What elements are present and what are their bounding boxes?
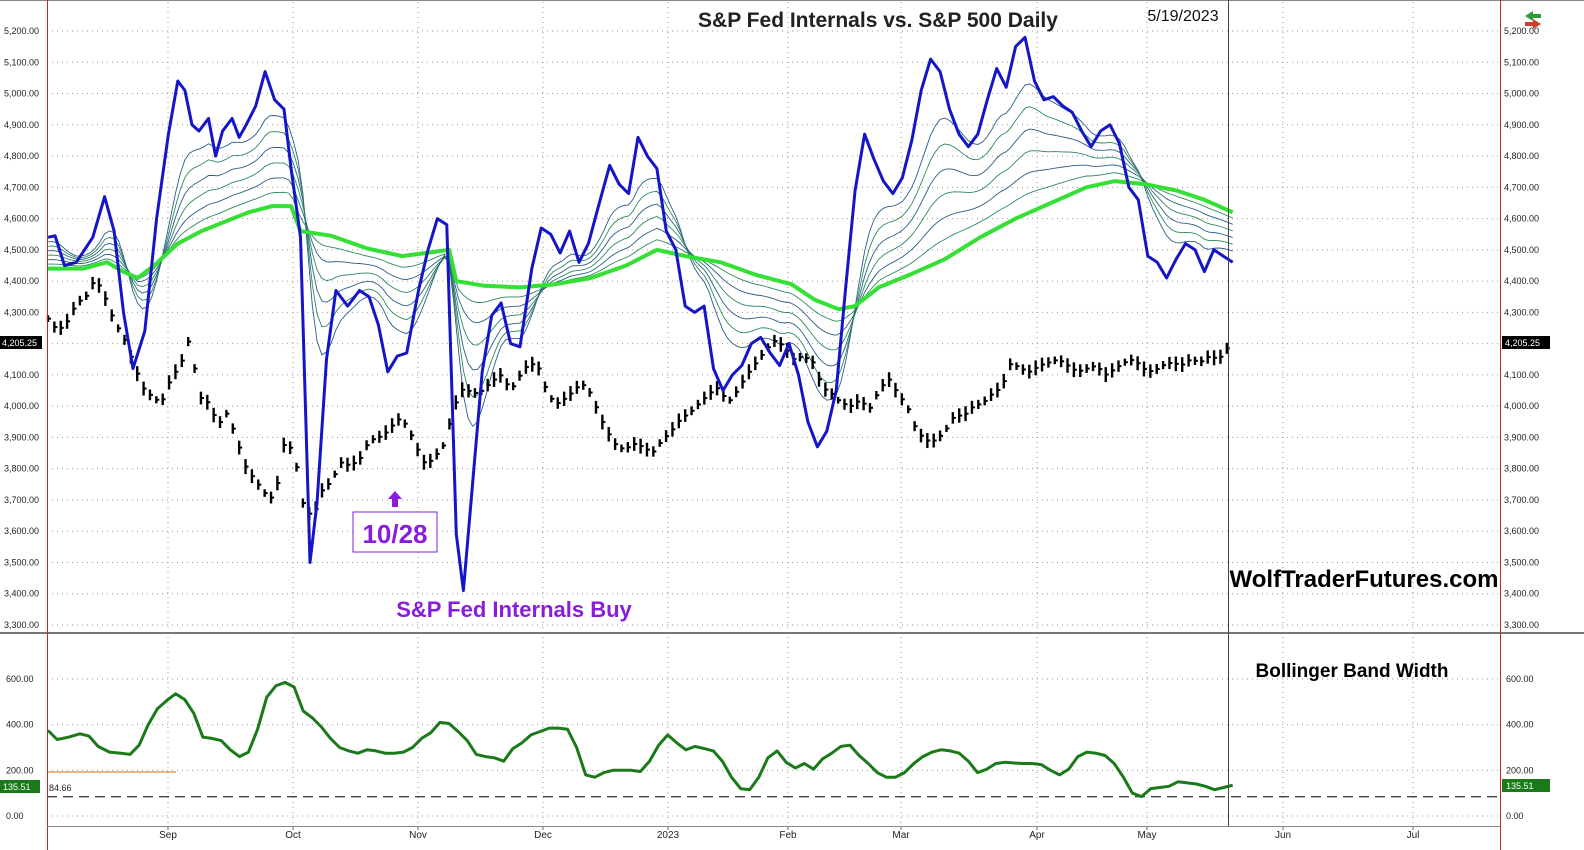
y-tick-label-left: 3,800.00 [4,464,39,474]
y-tick-label-right: 3,600.00 [1504,526,1539,536]
y-tick-label-right: 5,000.00 [1504,89,1539,99]
y-tick-label-right: 4,900.00 [1504,120,1539,130]
grid-layer [47,2,1500,826]
y-tick-label-left: 4,300.00 [4,307,39,317]
y-tick-label-right: 4,000.00 [1504,401,1539,411]
buy-date-box [352,511,438,553]
y-tick-label-left: 3,700.00 [4,495,39,505]
y-tick-label-right: 3,700.00 [1504,495,1539,505]
y-tick-label-left: 3,500.00 [4,557,39,567]
y-tick-label-right: 3,900.00 [1504,432,1539,442]
ma-green-line [48,179,1234,312]
fed-internals-line [47,35,1234,593]
watermark-brand: WolfTraderFutures.com [1230,566,1499,593]
y-tick-label-right: 4,500.00 [1504,245,1539,255]
chart-date: 5/19/2023 [1147,8,1218,25]
x-tick-label: Jun [1275,830,1291,841]
last-price-label-right: 4,205.25 [1505,338,1540,348]
bbw-y-tick-left: 600.00 [6,674,34,684]
x-tick-label: Sep [159,830,177,841]
y-tick-label-right: 5,200.00 [1504,26,1539,36]
y-tick-label-right: 3,400.00 [1504,589,1539,599]
bbw-badge-right: 135.51 [1502,779,1550,792]
y-tick-label-right: 3,500.00 [1504,557,1539,567]
bbw-y-tick-right: 0.00 [1506,811,1524,821]
ma-ribbon-layer [47,83,1233,428]
y-tick-label-left: 5,100.00 [4,57,39,67]
y-tick-label-right: 3,800.00 [1504,464,1539,474]
x-tick-label: Nov [409,830,427,841]
x-tick-label: Dec [534,830,552,841]
bbw-y-tick-left: 0.00 [6,811,24,821]
y-tick-label-left: 5,200.00 [4,26,39,36]
bbw-panel-title: Bollinger Band Width [1256,661,1449,682]
double-arrow-icon[interactable] [1525,11,1541,29]
bbw-badge-left: 135.51 [0,780,40,793]
bbw-y-tick-right: 200.00 [1506,765,1534,775]
y-tick-label-left: 3,300.00 [4,620,39,630]
last-price-label-left: 4,205.25 [2,338,37,348]
series-layer [46,35,1500,799]
bbw-y-tick-right: 400.00 [1506,720,1534,730]
y-tick-label-right: 4,700.00 [1504,182,1539,192]
y-tick-label-left: 4,900.00 [4,120,39,130]
y-tick-label-left: 3,900.00 [4,432,39,442]
bbw-reference-label: 84.66 [49,783,72,793]
x-tick-label: May [1138,830,1157,841]
ma-ribbon-line [48,172,1233,322]
buy-date-label: 10/28 [362,519,427,549]
y-tick-label-right: 4,100.00 [1504,370,1539,380]
y-tick-label-left: 4,000.00 [4,401,39,411]
x-tick-label: Mar [892,830,910,841]
y-tick-label-right: 3,300.00 [1504,620,1539,630]
x-tick-label: Feb [779,830,797,841]
y-tick-label-left: 4,700.00 [4,182,39,192]
bbw-y-tick-right: 600.00 [1506,674,1534,684]
last-price-badge-right: 4,205.25 [1502,336,1550,349]
y-tick-label-left: 4,500.00 [4,245,39,255]
chart-title: S&P Fed Internals vs. S&P 500 Daily [698,9,1058,32]
x-tick-label: Apr [1029,830,1045,841]
ma-ribbon-line [47,150,1233,351]
up-arrow-icon [388,491,402,507]
y-tick-label-right: 4,300.00 [1504,307,1539,317]
x-tick-label: Oct [285,830,301,841]
bbw-value-label-right: 135.51 [1506,781,1534,791]
ma-ribbon-line [47,164,1233,336]
y-tick-label-left: 4,600.00 [4,214,39,224]
ma-ribbon-line [47,83,1233,428]
ma-ribbon-line [47,128,1233,371]
y-tick-label-left: 4,800.00 [4,151,39,161]
x-tick-label: Jul [1407,830,1420,841]
bbw-value-label-left: 135.51 [3,782,31,792]
y-tick-label-left: 3,600.00 [4,526,39,536]
y-tick-label-right: 4,600.00 [1504,214,1539,224]
y-tick-label-left: 4,400.00 [4,276,39,286]
bbw-y-tick-left: 400.00 [6,720,34,730]
y-tick-label-right: 4,400.00 [1504,276,1539,286]
y-tick-label-left: 5,000.00 [4,89,39,99]
buy-signal-label: S&P Fed Internals Buy [396,597,632,622]
axes-layer: Sep Oct Nov Dec 2023 Feb Mar Apr May Jun Jul 5,200.… [4,26,1539,841]
x-tick-label: 2023 [657,830,680,841]
y-tick-label-left: 3,400.00 [4,589,39,599]
y-tick-label-left: 4,100.00 [4,370,39,380]
bollinger-band-width-line [46,680,1234,799]
buy-annotation: 10/28 S&P Fed Internals Buy [352,491,633,622]
y-tick-label-right: 4,800.00 [1504,151,1539,161]
last-price-badge-left: 4,205.25 [0,336,42,349]
ma-ribbon-line [47,106,1233,398]
y-tick-label-right: 5,100.00 [1504,57,1539,67]
bbw-y-tick-left: 200.00 [6,765,34,775]
